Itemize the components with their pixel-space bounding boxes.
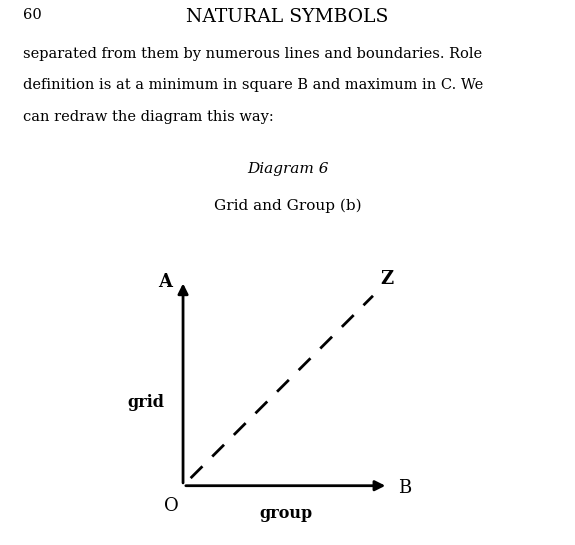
Text: separated from them by numerous lines and boundaries. Role: separated from them by numerous lines an… — [23, 47, 482, 61]
Text: Grid and Group (b): Grid and Group (b) — [214, 199, 361, 213]
Text: B: B — [398, 479, 411, 496]
Text: Diagram 6: Diagram 6 — [247, 162, 328, 176]
Text: A: A — [158, 274, 172, 292]
Text: O: O — [164, 497, 179, 515]
Text: 60: 60 — [23, 8, 42, 22]
Text: can redraw the diagram this way:: can redraw the diagram this way: — [23, 110, 274, 124]
Text: grid: grid — [127, 393, 164, 410]
Text: group: group — [259, 505, 312, 522]
Text: definition is at a minimum in square B and maximum in C. We: definition is at a minimum in square B a… — [23, 78, 483, 93]
Text: Z: Z — [381, 270, 394, 288]
Text: NATURAL SYMBOLS: NATURAL SYMBOLS — [186, 8, 389, 26]
